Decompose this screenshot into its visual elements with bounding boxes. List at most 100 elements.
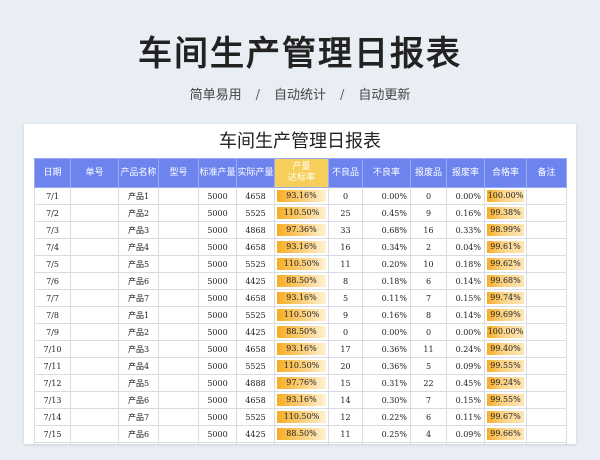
product-name-cell[interactable]: 产品7 bbox=[118, 408, 159, 426]
date-cell[interactable]: 7/1 bbox=[34, 187, 71, 205]
order-no-cell[interactable] bbox=[70, 238, 119, 256]
output-rate-cell[interactable]: 93.16% bbox=[274, 238, 329, 256]
scrap-rate-cell[interactable]: 0.11% bbox=[446, 408, 485, 426]
actual-output-cell[interactable]: 4658 bbox=[236, 391, 275, 409]
pass-rate-cell[interactable]: 100.00% bbox=[484, 323, 527, 341]
pass-rate-cell[interactable]: 99.38% bbox=[484, 204, 527, 222]
product-name-cell[interactable]: 产品5 bbox=[118, 374, 159, 392]
defect-rate-cell[interactable]: 0.20% bbox=[362, 255, 411, 273]
actual-output-cell[interactable]: 4888 bbox=[236, 374, 275, 392]
model-cell[interactable] bbox=[158, 408, 199, 426]
actual-output-cell[interactable]: 4425 bbox=[236, 323, 275, 341]
date-cell[interactable]: 7/10 bbox=[34, 340, 71, 358]
defects-cell[interactable]: 11 bbox=[328, 425, 363, 443]
actual-output-cell[interactable]: 4658 bbox=[236, 289, 275, 307]
standard-output-cell[interactable]: 5000 bbox=[198, 408, 237, 426]
scrap-rate-cell[interactable]: 0.14% bbox=[446, 272, 485, 290]
col-scrap-header[interactable]: 报废品 bbox=[410, 158, 447, 188]
pass-rate-cell[interactable]: 99.61% bbox=[484, 238, 527, 256]
output-rate-cell[interactable]: 110.50% bbox=[274, 204, 329, 222]
order-no-cell[interactable] bbox=[70, 187, 119, 205]
output-rate-cell[interactable]: 93.16% bbox=[274, 289, 329, 307]
date-cell[interactable]: 7/13 bbox=[34, 391, 71, 409]
output-rate-cell[interactable]: 97.76% bbox=[274, 374, 329, 392]
date-cell[interactable]: 7/14 bbox=[34, 408, 71, 426]
scrap-cell[interactable]: 9 bbox=[410, 204, 447, 222]
scrap-cell[interactable]: 10 bbox=[410, 255, 447, 273]
pass-rate-cell[interactable]: 99.74% bbox=[484, 289, 527, 307]
model-cell[interactable] bbox=[158, 221, 199, 239]
output-rate-cell[interactable]: 88.50% bbox=[274, 425, 329, 443]
date-cell[interactable]: 7/3 bbox=[34, 221, 71, 239]
standard-output-cell[interactable]: 5000 bbox=[198, 391, 237, 409]
product-name-cell[interactable] bbox=[118, 442, 159, 444]
order-no-cell[interactable] bbox=[70, 374, 119, 392]
actual-output-cell[interactable]: 5525 bbox=[236, 306, 275, 324]
order-no-cell[interactable] bbox=[70, 408, 119, 426]
remarks-cell[interactable] bbox=[526, 340, 567, 358]
output-rate-cell[interactable]: 88.50% bbox=[274, 323, 329, 341]
remarks-cell[interactable] bbox=[526, 306, 567, 324]
output-rate-cell[interactable]: 110.50% bbox=[274, 357, 329, 375]
col-output-rate-header[interactable]: 产量 达标率 bbox=[274, 158, 329, 188]
remarks-cell[interactable] bbox=[526, 323, 567, 341]
pass-rate-cell[interactable]: 99.24% bbox=[484, 374, 527, 392]
product-name-cell[interactable]: 产品2 bbox=[118, 323, 159, 341]
date-cell[interactable]: 7/9 bbox=[34, 323, 71, 341]
scrap-rate-cell[interactable] bbox=[446, 442, 485, 444]
remarks-cell[interactable] bbox=[526, 374, 567, 392]
scrap-cell[interactable]: 0 bbox=[410, 187, 447, 205]
scrap-cell[interactable]: 7 bbox=[410, 391, 447, 409]
output-rate-cell[interactable]: 110.50% bbox=[274, 408, 329, 426]
scrap-rate-cell[interactable]: 0.24% bbox=[446, 340, 485, 358]
standard-output-cell[interactable]: 5000 bbox=[198, 357, 237, 375]
scrap-cell[interactable]: 22 bbox=[410, 374, 447, 392]
remarks-cell[interactable] bbox=[526, 255, 567, 273]
order-no-cell[interactable] bbox=[70, 306, 119, 324]
order-no-cell[interactable] bbox=[70, 255, 119, 273]
scrap-rate-cell[interactable]: 0.09% bbox=[446, 425, 485, 443]
product-name-cell[interactable]: 产品1 bbox=[118, 306, 159, 324]
defects-cell[interactable]: 9 bbox=[328, 306, 363, 324]
output-rate-cell[interactable] bbox=[274, 442, 329, 444]
date-cell[interactable]: 7/4 bbox=[34, 238, 71, 256]
pass-rate-cell[interactable]: 99.40% bbox=[484, 340, 527, 358]
defect-rate-cell[interactable]: 0.36% bbox=[362, 340, 411, 358]
actual-output-cell[interactable]: 4658 bbox=[236, 187, 275, 205]
scrap-cell[interactable]: 11 bbox=[410, 340, 447, 358]
defects-cell[interactable] bbox=[328, 442, 363, 444]
date-cell[interactable]: 7/7 bbox=[34, 289, 71, 307]
product-name-cell[interactable]: 产品6 bbox=[118, 272, 159, 290]
pass-rate-cell[interactable]: 99.66% bbox=[484, 425, 527, 443]
actual-output-cell[interactable]: 5525 bbox=[236, 255, 275, 273]
defect-rate-cell[interactable]: 0.30% bbox=[362, 391, 411, 409]
defects-cell[interactable]: 5 bbox=[328, 289, 363, 307]
actual-output-cell[interactable]: 4868 bbox=[236, 221, 275, 239]
output-rate-cell[interactable]: 110.50% bbox=[274, 255, 329, 273]
col-scrap-rate-header[interactable]: 报废率 bbox=[446, 158, 485, 188]
defect-rate-cell[interactable]: 0.45% bbox=[362, 204, 411, 222]
remarks-cell[interactable] bbox=[526, 187, 567, 205]
col-product-name-header[interactable]: 产品名称 bbox=[118, 158, 159, 188]
col-order-no-header[interactable]: 单号 bbox=[70, 158, 119, 188]
scrap-rate-cell[interactable]: 0.09% bbox=[446, 357, 485, 375]
output-rate-cell[interactable]: 93.16% bbox=[274, 391, 329, 409]
defect-rate-cell[interactable] bbox=[362, 442, 411, 444]
model-cell[interactable] bbox=[158, 272, 199, 290]
defects-cell[interactable]: 17 bbox=[328, 340, 363, 358]
standard-output-cell[interactable]: 5000 bbox=[198, 238, 237, 256]
scrap-rate-cell[interactable]: 0.00% bbox=[446, 323, 485, 341]
col-standard-output-header[interactable]: 标准产量 bbox=[198, 158, 237, 188]
model-cell[interactable] bbox=[158, 306, 199, 324]
defects-cell[interactable]: 15 bbox=[328, 374, 363, 392]
model-cell[interactable] bbox=[158, 442, 199, 444]
standard-output-cell[interactable]: 5000 bbox=[198, 204, 237, 222]
actual-output-cell[interactable]: 4425 bbox=[236, 272, 275, 290]
pass-rate-cell[interactable]: 99.55% bbox=[484, 391, 527, 409]
output-rate-cell[interactable]: 110.50% bbox=[274, 306, 329, 324]
output-rate-cell[interactable]: 97.36% bbox=[274, 221, 329, 239]
scrap-rate-cell[interactable]: 0.14% bbox=[446, 306, 485, 324]
product-name-cell[interactable]: 产品5 bbox=[118, 255, 159, 273]
model-cell[interactable] bbox=[158, 340, 199, 358]
model-cell[interactable] bbox=[158, 255, 199, 273]
